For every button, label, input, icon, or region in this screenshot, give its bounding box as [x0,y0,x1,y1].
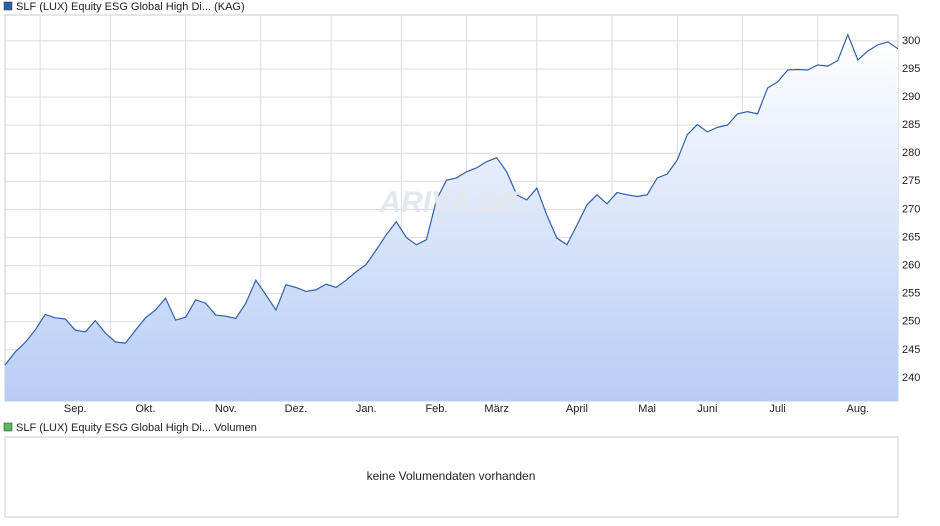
x-tick-label: Mai [638,403,656,415]
x-tick-label: Okt. [135,403,155,415]
x-tick-label: Dez. [285,403,308,415]
y-tick-label: 270 [902,203,920,215]
x-tick-label: Jan. [356,403,377,415]
price-line [4,33,899,366]
x-tick-label: April [566,403,588,415]
x-tick-label: Juli [769,403,786,415]
y-tick-label: 295 [902,63,920,75]
area [5,34,898,401]
volume-frame [4,436,899,518]
legend-label: SLF (LUX) Equity ESG Global High Di... V… [16,422,257,434]
x-tick-label: März [484,403,508,415]
y-tick-label: 300 [902,35,920,47]
y-tick-label: 255 [902,288,920,300]
x-tick-label: Aug. [847,403,870,415]
no-data-message: keine Volumendaten vorhanden [367,469,536,483]
watermark: ARIVA.DE [378,186,521,219]
y-tick-label: 260 [902,259,920,271]
y-tick-label: 275 [902,175,920,187]
x-tick-label: Feb. [425,403,447,415]
legend-label: SLF (LUX) Equity ESG Global High Di... (… [16,1,245,13]
y-tick-label: 290 [902,91,920,103]
x-tick-label: Sep. [64,403,87,415]
y-tick-label: 245 [902,344,920,356]
y-tick-label: 285 [902,119,920,131]
y-tick-label: 240 [902,372,920,384]
x-tick-label: Nov. [215,403,237,415]
y-tick-label: 265 [902,231,920,243]
legend-swatch [3,1,13,11]
y-tick-label: 280 [902,147,920,159]
x-tick-label: Juni [697,403,717,415]
y-tick-label: 250 [902,316,920,328]
legend-swatch [3,422,13,432]
